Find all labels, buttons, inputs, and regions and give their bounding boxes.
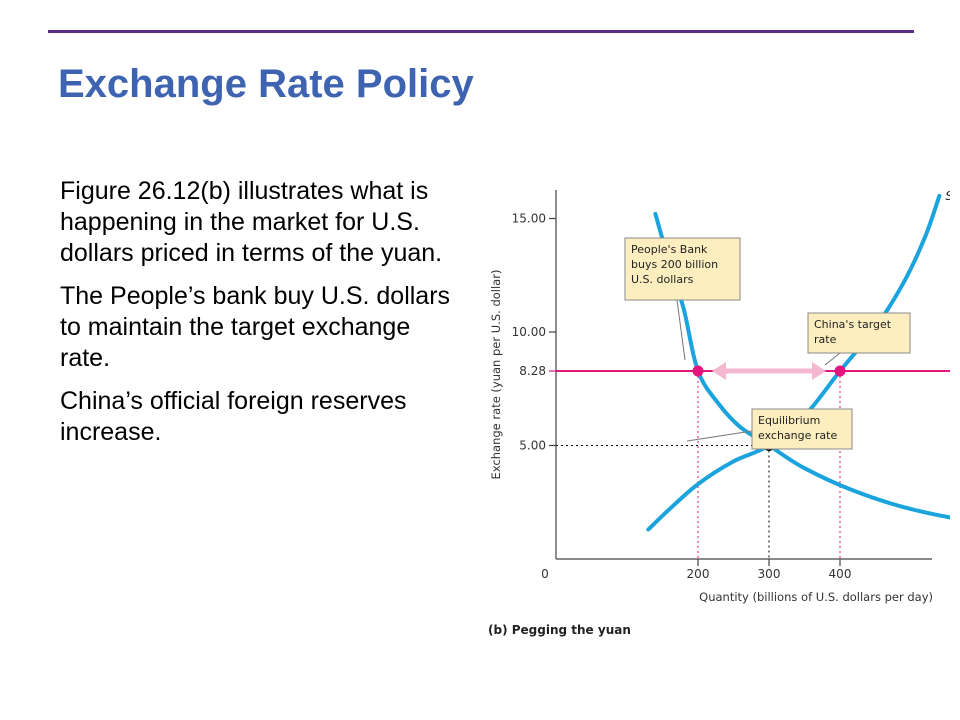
x-tick-label: 0 [541,567,549,581]
y-tick-label: 8.28 [519,364,546,378]
paragraph-reserves: China’s official foreign reserves increa… [60,387,407,446]
body-text: Figure 26.12(b) illustrates what is happ… [60,176,455,460]
data-point [692,365,704,377]
callout-box-peoples-bank [624,237,741,301]
callout-leader [824,352,841,366]
y-tick-label: 15.00 [512,212,546,226]
callout-leader [676,299,686,361]
x-tick-label: 400 [829,567,852,581]
callout-leader [686,430,753,442]
gap-arrow-head-right [812,362,826,381]
x-tick-label: 200 [687,567,710,581]
callout-text-equilibrium: exchange rate [758,429,837,442]
exchange-rate-chart: People's Bank buys 200 billion U.S. dollar… [488,189,950,637]
chart-caption: (b) Pegging the yuan [488,623,631,637]
callout-box-target-rate [807,312,911,354]
callout-text-target-rate: China's target [814,318,892,331]
callout-text-peoples-bank: U.S. dollars [631,273,694,286]
title-rule [48,30,914,33]
data-point [834,365,846,377]
slide-title: Exchange Rate Policy [58,62,474,106]
callout-text-peoples-bank: People's Bank [631,243,708,256]
curve-label-s: S [945,189,950,203]
paragraph-figure: Figure 26.12(b) illustrates what is happ… [60,177,443,267]
callout-text-target-rate: rate [814,333,837,346]
callout-box-equilibrium [751,408,853,450]
paragraph-peoples-bank: The People’s bank buy U.S. dollars to ma… [60,282,451,372]
y-axis-title: Exchange rate (yuan per U.S. dollar) [489,270,503,480]
callout-text-equilibrium: Equilibrium [758,414,820,427]
y-tick-label: 10.00 [512,325,546,339]
x-tick-label: 300 [758,567,781,581]
x-axis-title: Quantity (billions of U.S. dollars per d… [699,590,933,604]
gap-arrow-head-left [712,362,726,381]
y-tick-label: 5.00 [519,439,546,453]
callout-text-peoples-bank: buys 200 billion [631,258,718,271]
